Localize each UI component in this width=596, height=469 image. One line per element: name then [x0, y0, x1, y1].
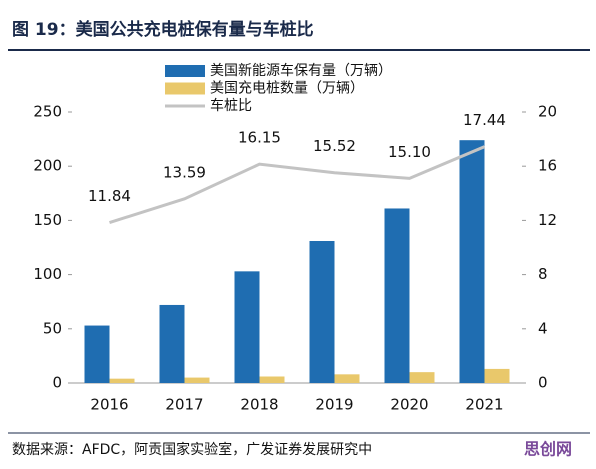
value-label: 16.15: [238, 129, 281, 147]
y2-tick-label: 8: [538, 265, 548, 283]
value-label: 17.44: [463, 111, 506, 129]
source: 数据来源：AFDC，阿贡国家实验室，广发证券发展研究中: [12, 441, 372, 458]
bar: [334, 374, 360, 383]
bar: [184, 377, 210, 383]
y2-tick-label: 12: [538, 211, 557, 229]
legend-label: 美国新能源车保有量（万辆）: [210, 62, 392, 79]
bar: [384, 208, 410, 383]
y2-tick-label: 16: [538, 157, 557, 175]
y-tick-label: 100: [33, 265, 62, 283]
bar: [484, 368, 510, 383]
y2-tick-label: 0: [538, 374, 548, 392]
y-tick-label: 50: [43, 319, 62, 337]
bar: [84, 325, 110, 383]
legend-swatch: [165, 82, 205, 95]
bar: [159, 304, 185, 383]
legend-swatch: [165, 65, 205, 77]
y-tick-label: 250: [33, 103, 62, 121]
chart-title: 图 19：美国公共充电桩保有量与车桩比: [12, 19, 314, 40]
value-label: 15.52: [313, 137, 356, 155]
bar: [459, 140, 485, 383]
line: [109, 145, 486, 224]
value-label: 15.10: [388, 143, 431, 161]
legend-label: 美国充电桩数量（万辆）: [210, 80, 364, 97]
bar: [309, 240, 335, 383]
bar: [109, 378, 135, 383]
value-label: 11.84: [88, 187, 131, 205]
y-tick-label: 0: [52, 374, 62, 392]
y-tick-label: 150: [33, 211, 62, 229]
x-tick-label: 2019: [315, 396, 353, 414]
x-tick-label: 2016: [90, 396, 128, 414]
x-tick-label: 2017: [165, 396, 203, 414]
bar: [409, 372, 435, 383]
legend-label: 车桩比: [210, 97, 252, 114]
y2-tick-label: 20: [538, 103, 557, 121]
bar: [234, 271, 260, 383]
y2-tick-label: 4: [538, 319, 548, 337]
x-tick-label: 2020: [390, 396, 428, 414]
x-tick-label: 2018: [240, 396, 278, 414]
x-tick-label: 2021: [465, 396, 503, 414]
watermark: 思创网: [524, 440, 572, 459]
value-label: 13.59: [163, 163, 206, 181]
y-tick-label: 200: [33, 157, 62, 175]
bar: [259, 376, 285, 383]
